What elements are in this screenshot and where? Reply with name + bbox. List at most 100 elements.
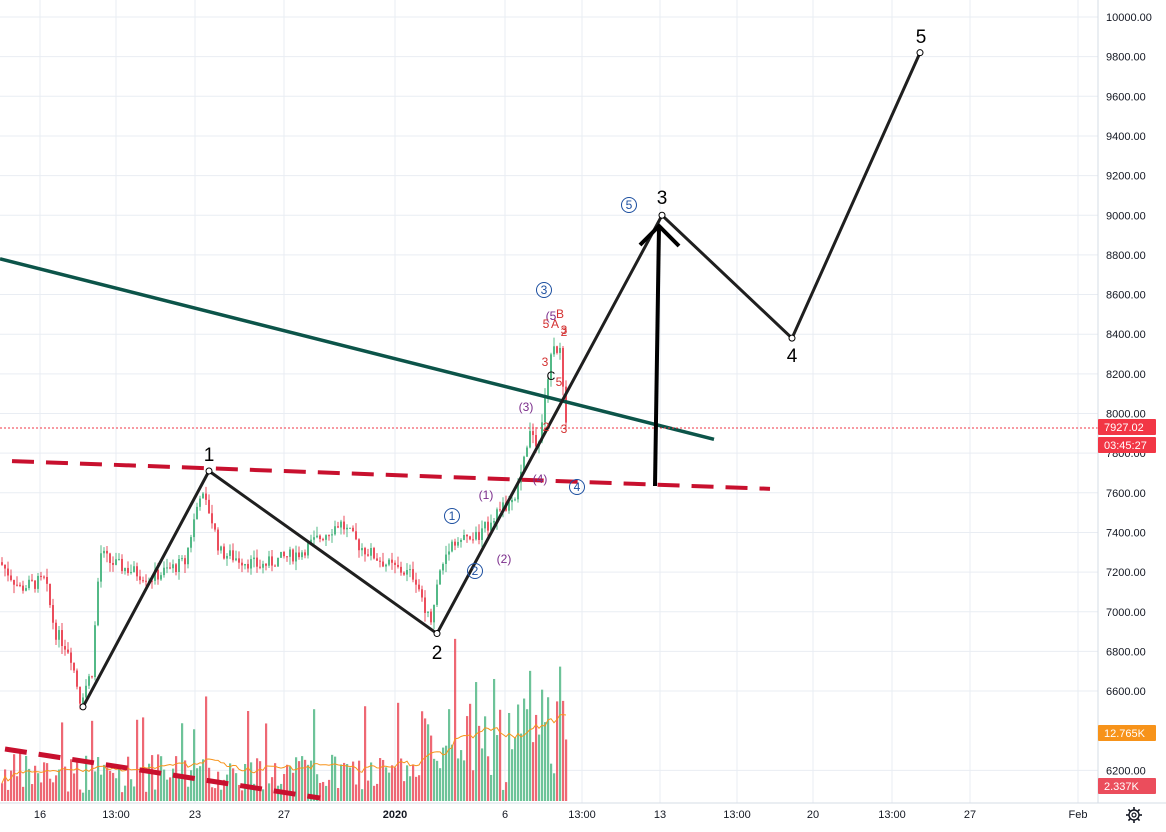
wave-pivot-point[interactable] (205, 467, 213, 475)
volume-bar (151, 755, 154, 801)
svg-text:3: 3 (541, 283, 548, 297)
wave-pivot-point[interactable] (788, 334, 796, 342)
volume-bar (199, 766, 202, 801)
candle-body (457, 541, 459, 546)
candle-body (298, 552, 300, 558)
candle-body (472, 539, 474, 541)
candle-body (64, 646, 66, 650)
candle-body (202, 493, 204, 499)
volume-bar (7, 789, 10, 801)
volume-bar (346, 763, 349, 801)
candle-body (322, 539, 324, 541)
candle-body (145, 580, 147, 582)
price-axis[interactable]: 10000.00 9800.00 9600.00 9400.00 9200.00 9000… (1097, 0, 1166, 803)
price-axis-background (1098, 0, 1166, 803)
wave-pivot-point[interactable] (433, 630, 441, 638)
paren-label-2: (2) (497, 552, 512, 566)
volume-bar (244, 764, 247, 801)
candle-body (52, 605, 54, 623)
candle-body (61, 630, 63, 647)
candle-body (106, 550, 108, 554)
candle-body (379, 560, 381, 562)
candle-body (286, 556, 288, 558)
price-tick-label: 10000.00 (1106, 12, 1152, 24)
candle-body (352, 527, 354, 532)
candle-body (511, 499, 513, 503)
countdown-badge: 03:45:27 (1098, 437, 1156, 453)
volume-bar (565, 739, 568, 801)
volume-bar (226, 774, 229, 801)
wave-pivot-point[interactable] (916, 49, 924, 57)
settings-gear-icon[interactable] (1126, 807, 1142, 823)
candle-body (310, 539, 312, 543)
projection-arrow[interactable] (638, 223, 681, 487)
price-tick-label: 7400.00 (1106, 527, 1146, 539)
support-dashed-line[interactable] (11, 459, 771, 491)
volume-bar (331, 754, 334, 801)
wave-pivot-point[interactable] (79, 703, 87, 711)
candle-body (304, 552, 306, 556)
candle-body (184, 558, 186, 565)
candle-body (112, 563, 114, 565)
elliott-wave-points (79, 49, 924, 711)
volume-bar (94, 771, 97, 801)
candle-body (253, 557, 255, 560)
candle-body (73, 662, 75, 671)
circle-label-3: 3 (536, 282, 552, 298)
candle-body (535, 435, 537, 447)
volume-bar (274, 763, 277, 801)
candle-body (235, 558, 237, 561)
candle-body (193, 519, 195, 538)
volume-bar (322, 781, 325, 801)
price-tick-labels: 10000.00 9800.00 9600.00 9400.00 9200.00 9000… (1106, 12, 1152, 777)
elliott-wave-path[interactable] (81, 52, 922, 708)
descending-trendline[interactable] (0, 257, 715, 441)
candle-body (259, 566, 261, 568)
candle-body (271, 556, 273, 566)
wave-label-3: 3 (657, 188, 668, 209)
candle-body (274, 565, 276, 567)
candle-body (397, 564, 399, 567)
candle-body (466, 534, 468, 537)
volume-bar (421, 711, 424, 801)
candle-body (82, 697, 84, 704)
volume-bar (559, 666, 562, 801)
candle-body (451, 541, 453, 552)
volume-bar (40, 782, 43, 801)
volume-bar (214, 788, 217, 801)
volume-bar (139, 770, 142, 801)
volume-bar (4, 769, 7, 801)
volume-bar (73, 773, 76, 801)
volume-bar (64, 766, 67, 801)
volume-bar (529, 670, 532, 801)
volume-dashed-trendline[interactable] (4, 746, 321, 801)
candle-body (244, 563, 246, 566)
volume-bar (112, 772, 115, 801)
candle-body (403, 572, 405, 575)
candle-body (532, 431, 534, 436)
volume-bar (553, 773, 556, 801)
volume-bar (382, 759, 385, 801)
volume-bar (220, 789, 223, 801)
candle-body (28, 579, 30, 589)
time-axis[interactable]: 16 13:00 23 27 2020 6 13:00 13 13:00 20 13:00 27 Feb (0, 802, 1166, 821)
volume-bar (235, 773, 238, 801)
volume-bar (535, 714, 538, 801)
volume-bar (463, 760, 466, 801)
wave-pivot-point[interactable] (658, 211, 666, 219)
volume-bar (163, 769, 166, 801)
candle-body (208, 499, 210, 514)
volume-bar (481, 748, 484, 801)
volume-bar (478, 725, 481, 801)
volume-bar (532, 742, 535, 801)
svg-text:03:45:27: 03:45:27 (1104, 440, 1147, 452)
volume-bar (85, 755, 88, 801)
volume-bar (229, 763, 232, 801)
candle-body (430, 611, 432, 623)
candle-body (280, 551, 282, 558)
volume-bar (355, 784, 358, 801)
candle-body (496, 509, 498, 521)
red-label-3: 3 (561, 422, 568, 436)
